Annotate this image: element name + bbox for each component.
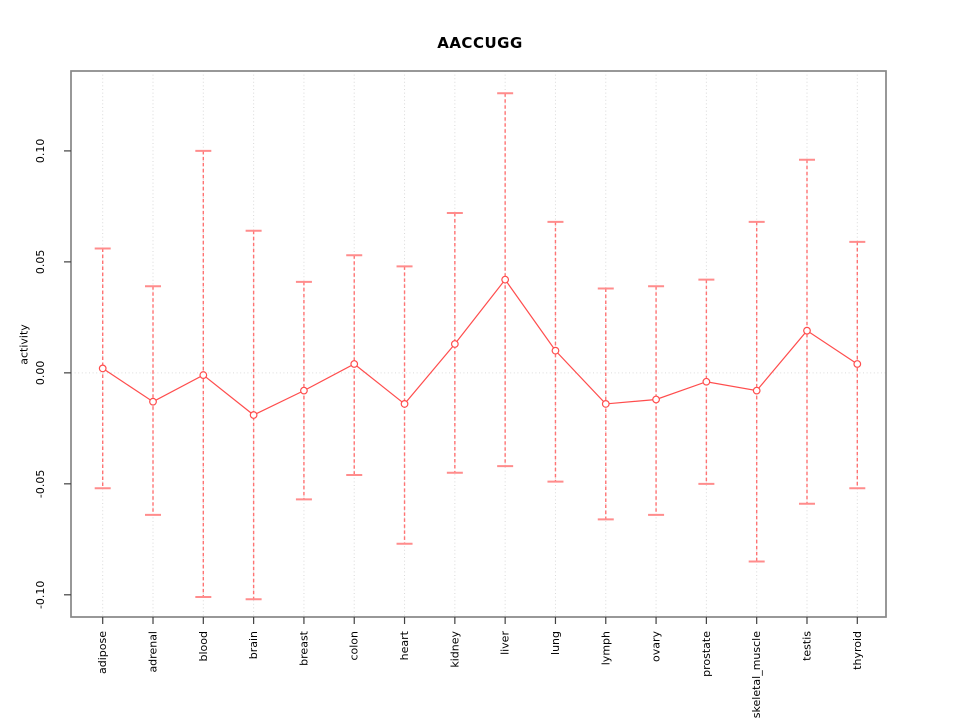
x-tick-label: brain — [247, 631, 260, 659]
x-tick-label: prostate — [700, 631, 713, 677]
x-tick-label: adipose — [96, 631, 109, 674]
x-tick-label: blood — [197, 631, 210, 661]
data-point — [601, 400, 610, 408]
data-point — [249, 411, 258, 419]
y-tick-label: 0.00 — [34, 361, 47, 386]
series-line — [102, 278, 858, 416]
x-tick-label: colon — [348, 631, 361, 661]
data-point — [853, 360, 862, 368]
data-point — [501, 275, 510, 284]
x-tick-label: breast — [297, 630, 310, 666]
data-point — [199, 371, 208, 379]
y-tick-label: 0.10 — [34, 139, 47, 164]
x-tick-label: liver — [499, 631, 512, 655]
data-point — [702, 377, 711, 386]
x-tick-label: ovary — [650, 631, 663, 663]
plot-border — [70, 70, 887, 618]
y-tick-label: 0.05 — [34, 250, 47, 275]
x-tick-label: skeletal_muscle — [750, 631, 763, 718]
data-point — [652, 395, 660, 404]
chart-title: AACCUGG — [437, 34, 523, 52]
x-tick-label: testis — [800, 631, 813, 661]
data-point — [98, 364, 107, 373]
data-point — [551, 346, 560, 355]
x-tick-label: adrenal — [147, 631, 160, 673]
data-point — [752, 386, 761, 395]
x-tick-label: thyroid — [851, 631, 864, 670]
data-point — [149, 397, 157, 406]
x-tick-label: lymph — [599, 631, 612, 665]
y-tick-label: -0.05 — [34, 470, 47, 498]
y-tick-label: -0.10 — [34, 581, 47, 609]
data-point — [450, 340, 459, 348]
x-tick-label: kidney — [448, 631, 461, 668]
data-point — [803, 326, 811, 335]
x-tick-label: lung — [549, 631, 562, 655]
x-tick-label: heart — [398, 630, 411, 660]
data-point — [400, 400, 409, 408]
data-point — [300, 386, 308, 395]
data-point — [350, 360, 359, 368]
